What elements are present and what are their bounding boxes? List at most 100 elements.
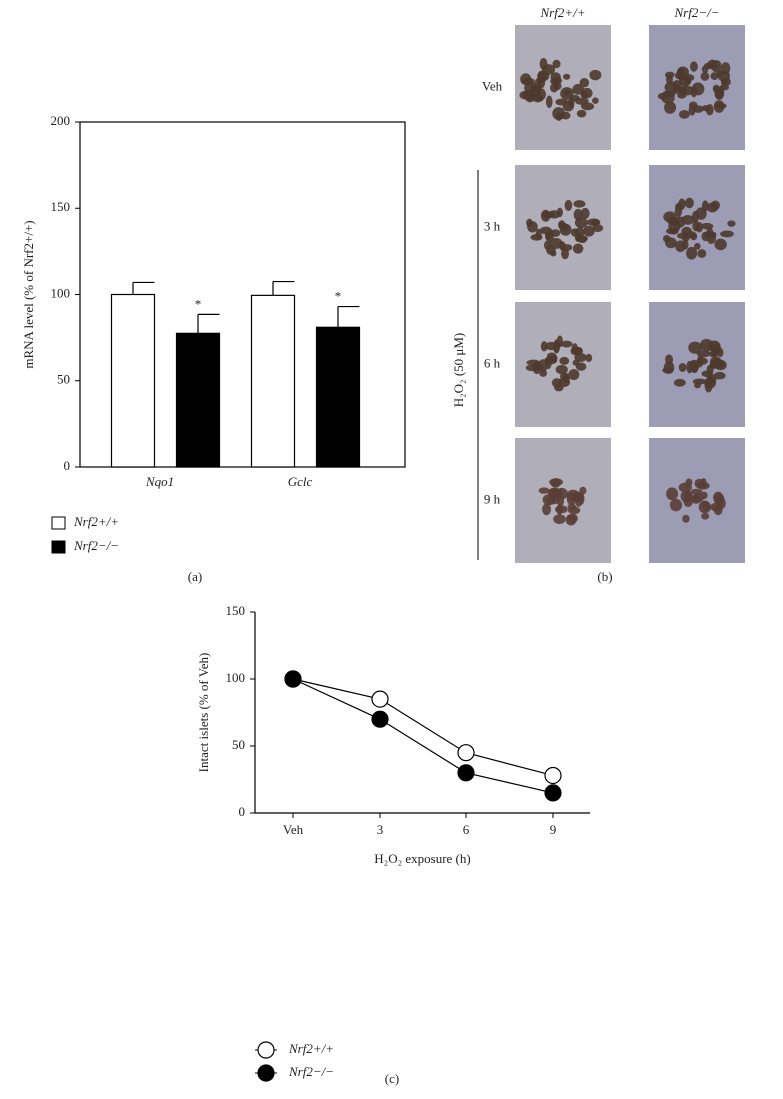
y-tick-label: 0 (64, 458, 71, 473)
islet (576, 109, 587, 118)
islet (664, 101, 677, 114)
islet (666, 487, 679, 501)
islet (681, 226, 692, 238)
islet (711, 60, 722, 73)
marker (544, 784, 562, 802)
marker (371, 710, 389, 728)
legend-label: Nrf2−/− (288, 1064, 334, 1079)
islet (681, 215, 695, 225)
islet (665, 354, 674, 365)
islet (573, 208, 583, 221)
islet (690, 233, 698, 241)
islet (710, 358, 725, 369)
islet (541, 64, 556, 75)
islet (545, 95, 553, 109)
y-tick-label: 200 (51, 113, 71, 128)
islet (668, 220, 681, 233)
islet (572, 491, 584, 502)
islet (691, 82, 705, 96)
islet (545, 230, 554, 243)
legend-swatch (51, 516, 66, 530)
islet (690, 488, 703, 495)
islet (692, 221, 700, 232)
line (292, 678, 554, 777)
islet (707, 376, 714, 384)
islet (546, 496, 560, 505)
legend-label: Nrf2+/+ (73, 514, 119, 529)
islet (556, 112, 563, 121)
islet (591, 218, 600, 226)
bar (250, 294, 296, 468)
plot-frame (79, 121, 406, 468)
marker (457, 744, 475, 762)
islet (673, 378, 686, 387)
islet (592, 97, 599, 104)
islet (560, 340, 573, 348)
y-axis-label: mRNA level (% of Nrf2+/+) (21, 220, 36, 368)
islet (700, 477, 707, 489)
islet (701, 512, 710, 520)
y-tick-label: 50 (232, 737, 245, 752)
column-header: Nrf2+/+ (540, 5, 586, 20)
islet (706, 231, 716, 244)
legend-label: Nrf2−/− (73, 538, 119, 553)
y-tick-label: 0 (239, 804, 246, 819)
legend-swatch (51, 540, 66, 554)
bar (110, 293, 156, 468)
islet (573, 200, 586, 208)
islet (580, 102, 595, 111)
row-label: 3 h (484, 218, 501, 233)
marker (284, 670, 302, 688)
islet (700, 71, 710, 81)
islet (583, 225, 595, 237)
islet (662, 367, 674, 374)
islet (567, 503, 577, 510)
islet (559, 241, 566, 251)
legend-marker (257, 1041, 275, 1059)
islet (727, 220, 736, 227)
islet (560, 223, 569, 232)
x-tick-label: Veh (283, 822, 304, 837)
marker (457, 764, 475, 782)
islet (580, 90, 589, 99)
islet (701, 200, 709, 212)
islet (571, 343, 578, 354)
islet (550, 77, 560, 85)
islet (579, 77, 590, 88)
islet (716, 347, 724, 358)
islet (562, 374, 570, 383)
panel-label: (b) (597, 569, 612, 584)
x-axis-label: H₂O₂ exposure (h) (374, 851, 470, 866)
islet (679, 75, 691, 87)
islet (678, 198, 686, 210)
islet (691, 493, 705, 503)
islet (669, 498, 683, 512)
marker (371, 690, 389, 708)
y-tick-label: 150 (51, 199, 71, 214)
islet (564, 199, 573, 211)
islet (678, 362, 687, 372)
bar (315, 326, 361, 468)
treatment-label: H₂O₂ (50 μM) (451, 333, 466, 408)
islet (535, 88, 546, 101)
y-tick-label: 100 (51, 285, 71, 300)
islet (556, 494, 565, 507)
islet (562, 73, 571, 80)
islet (664, 71, 675, 79)
islet (559, 356, 570, 365)
islet (708, 350, 718, 358)
legend-marker (257, 1064, 275, 1082)
islet (720, 230, 734, 238)
islet (699, 338, 714, 352)
islet (694, 382, 701, 389)
x-tick-label: 9 (550, 822, 557, 837)
significance-mark: * (195, 296, 202, 311)
column-header: Nrf2−/− (674, 5, 720, 20)
legend-label: Nrf2+/+ (288, 1041, 334, 1056)
islet (538, 487, 550, 494)
islet (714, 238, 727, 251)
y-axis-label: Intact islets (% of Veh) (196, 653, 211, 773)
islet (568, 97, 575, 108)
islet (574, 353, 587, 362)
